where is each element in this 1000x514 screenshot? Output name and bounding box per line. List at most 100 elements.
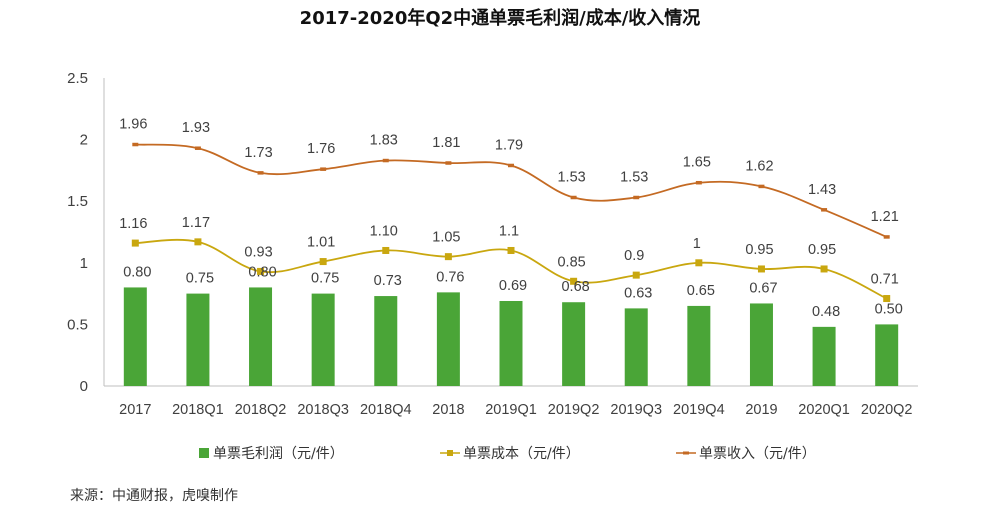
legend: 单票毛利润（元/件） 单票成本（元/件） 单票收入（元/件）: [199, 446, 816, 462]
data-label-revenue: 1.76: [307, 141, 335, 157]
point-cost: [632, 271, 640, 279]
legend-bar-swatch: [199, 448, 209, 458]
data-label-revenue: 1.65: [683, 155, 711, 171]
data-label-cost: 1.01: [307, 235, 335, 251]
data-label-gross-profit: 0.76: [436, 269, 464, 285]
data-label-cost: 1.1: [499, 223, 519, 239]
data-label-gross-profit: 0.69: [499, 278, 527, 294]
data-label-gross-profit: 0.50: [875, 301, 903, 317]
bar-gross-profit: [687, 305, 711, 386]
chart-title: 2017-2020年Q2中通单票毛利润/成本/收入情况: [300, 7, 701, 29]
data-label-gross-profit: 0.75: [311, 271, 339, 287]
bar-gross-profit: [875, 324, 899, 386]
point-cost: [695, 259, 703, 267]
x-tick-label: 2019: [745, 402, 777, 418]
y-tick-label: 0: [80, 378, 88, 395]
legend-label-gross-profit: 单票毛利润（元/件）: [213, 446, 344, 462]
data-label-cost: 0.9: [624, 248, 644, 264]
point-cost: [257, 267, 265, 275]
data-label-revenue: 1.73: [244, 145, 272, 161]
x-tick-label: 2019Q3: [610, 402, 662, 418]
x-tick-label: 2019Q1: [485, 402, 537, 418]
bar-gross-profit: [374, 296, 398, 386]
data-label-cost: 0.95: [745, 242, 773, 258]
data-label-revenue: 1.53: [620, 170, 648, 186]
bar-gross-profit: [186, 293, 210, 386]
bar-gross-profit: [123, 287, 147, 386]
x-tick-label: 2020Q2: [861, 402, 913, 418]
data-label-revenue: 1.43: [808, 182, 836, 198]
legend-item-cost: 单票成本（元/件）: [440, 446, 580, 462]
data-label-cost: 1: [693, 236, 701, 252]
bar-gross-profit: [499, 300, 523, 386]
data-label-cost: 1.05: [432, 230, 460, 246]
point-cost: [382, 246, 390, 254]
data-label-gross-profit: 0.75: [186, 271, 214, 287]
y-tick-label: 2.5: [67, 70, 88, 87]
bar-gross-profit: [749, 303, 773, 386]
data-label-gross-profit: 0.65: [687, 283, 715, 299]
point-cost: [194, 238, 202, 246]
data-label-cost: 0.93: [244, 244, 272, 260]
y-tick-label: 2: [80, 132, 88, 149]
data-label-gross-profit: 0.67: [749, 280, 777, 296]
data-label-gross-profit: 0.80: [248, 264, 276, 280]
data-label-gross-profit: 0.80: [123, 264, 151, 280]
point-cost: [131, 239, 139, 247]
data-label-revenue: 1.62: [745, 158, 773, 174]
data-label-revenue: 1.96: [119, 117, 147, 133]
data-label-revenue: 1.83: [370, 133, 398, 149]
x-tick-label: 2018Q3: [297, 402, 349, 418]
x-tick-labels: 2017 2018Q1 2018Q2 2018Q3 2018Q4 2018 2019Q1 20…: [119, 402, 912, 418]
x-tick-label: 2017: [119, 402, 151, 418]
x-tick-label: 2020Q1: [798, 402, 850, 418]
point-cost: [444, 253, 452, 261]
y-tick-label: 1.5: [67, 193, 88, 210]
data-label-cost: 0.85: [557, 254, 585, 270]
x-tick-label: 2018Q2: [235, 402, 287, 418]
point-cost: [319, 258, 327, 266]
x-tick-label: 2019Q4: [673, 402, 725, 418]
bar-gross-profit: [311, 293, 335, 386]
point-cost: [883, 295, 891, 303]
point-cost: [820, 265, 828, 273]
data-label-gross-profit: 0.63: [624, 285, 652, 301]
point-cost: [507, 246, 515, 254]
data-label-cost: 1.17: [182, 215, 210, 231]
legend-label-cost: 单票成本（元/件）: [463, 446, 580, 462]
data-label-revenue: 1.81: [432, 135, 460, 151]
data-label-revenue: 1.53: [557, 170, 585, 186]
data-label-cost: 0.71: [871, 272, 899, 288]
data-label-gross-profit: 0.48: [812, 304, 840, 320]
x-tick-label: 2018Q1: [172, 402, 224, 418]
point-cost: [757, 265, 765, 273]
bar-gross-profit: [562, 302, 586, 386]
bar-gross-profit: [436, 292, 460, 386]
x-tick-label: 2019Q2: [548, 402, 600, 418]
data-label-revenue: 1.93: [182, 120, 210, 136]
bar-gross-profit: [812, 326, 836, 386]
bar-series: [123, 287, 899, 386]
data-label-revenue: 1.79: [495, 137, 523, 153]
point-cost: [570, 277, 578, 285]
legend-item-revenue: 单票收入（元/件）: [676, 446, 816, 462]
x-tick-label: 2018Q4: [360, 402, 412, 418]
source-note: 来源：中通财报，虎嗅制作: [70, 488, 238, 504]
data-label-cost: 0.95: [808, 242, 836, 258]
data-label-gross-profit: 0.73: [374, 273, 402, 289]
data-label-revenue: 1.21: [871, 209, 899, 225]
bar-gross-profit: [624, 308, 648, 386]
data-labels: 0.80 0.75 0.80 0.75 0.73 0.76 0.69 0.68 0.63 0.65…: [119, 117, 903, 320]
legend-item-gross-profit: 单票毛利润（元/件）: [199, 446, 344, 462]
y-tick-label: 1: [80, 255, 88, 272]
data-label-cost: 1.16: [119, 216, 147, 232]
x-tick-label: 2018: [432, 402, 464, 418]
y-tick-label: 0.5: [67, 316, 88, 333]
y-tick-labels: 0 0.5 1 1.5 2 2.5: [67, 70, 88, 395]
data-label-cost: 1.10: [370, 223, 398, 239]
bar-gross-profit: [249, 287, 273, 386]
data-label-gross-profit: 0.68: [561, 279, 589, 295]
line-series: [131, 142, 891, 303]
